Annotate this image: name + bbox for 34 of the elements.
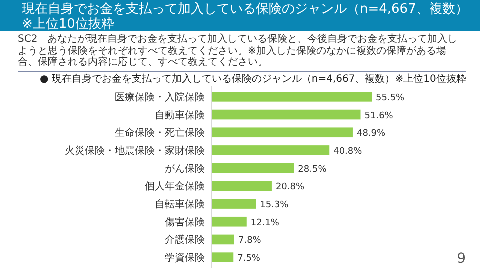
bar xyxy=(212,216,247,226)
y-tick-label: 傷害保険 xyxy=(165,216,205,228)
y-tick-label: 火災保険・地震保険・家財保険 xyxy=(65,144,205,156)
bar xyxy=(212,109,361,120)
y-tick-label: がん保険 xyxy=(165,163,205,174)
chart-subtitle: ● 現在自身でお金を支払って加入している保険のジャンル（n=4,667、複数）※上位10位抜粋 xyxy=(40,74,468,86)
data-label: 40.8% xyxy=(334,146,363,156)
y-tick-label: 学資保険 xyxy=(165,252,205,264)
bar xyxy=(212,180,272,191)
y-tick-label: 自動車保険 xyxy=(155,108,205,121)
data-label: 12.1% xyxy=(250,218,280,228)
y-tick-label: 介護保険 xyxy=(165,234,205,246)
text: 9 xyxy=(457,251,466,267)
bar xyxy=(212,92,372,102)
data-label: 7.5% xyxy=(238,254,261,264)
bar xyxy=(212,145,330,155)
data-label: 7.8% xyxy=(238,236,262,246)
data-label: 15.3% xyxy=(260,200,290,210)
text: SC2 あなたが現在自身でお金を支払って加入している保険と、今後自身でお金を支払って加入しようと思う保険をそれぞれすべて教えてください。※加入した保険のなかに複数の保障がある場合、保障される内容に応じて、すべて教えてください。 xyxy=(18,34,466,72)
y-tick-label: 個人年金保険 xyxy=(145,180,205,192)
bar xyxy=(212,127,353,138)
bar xyxy=(212,252,234,262)
bar xyxy=(212,162,294,173)
data-label: 51.6% xyxy=(364,110,394,121)
y-tick-label: 自転車保険 xyxy=(155,198,205,210)
data-label: 20.8% xyxy=(276,182,306,192)
y-tick-label: 医療保険・入院保険 xyxy=(115,90,205,103)
data-label: 48.9% xyxy=(356,128,386,139)
chart-title: 現在自身でお金を支払って加入している保険のジャンル（n=4,667、複数）※上位10位抜粋 xyxy=(0,0,480,32)
bar xyxy=(212,198,256,208)
data-label: 28.5% xyxy=(298,164,328,174)
data-label: 55.5% xyxy=(376,92,406,103)
y-tick-label: 生命保険・死亡保険 xyxy=(115,126,205,139)
bar xyxy=(212,234,234,244)
